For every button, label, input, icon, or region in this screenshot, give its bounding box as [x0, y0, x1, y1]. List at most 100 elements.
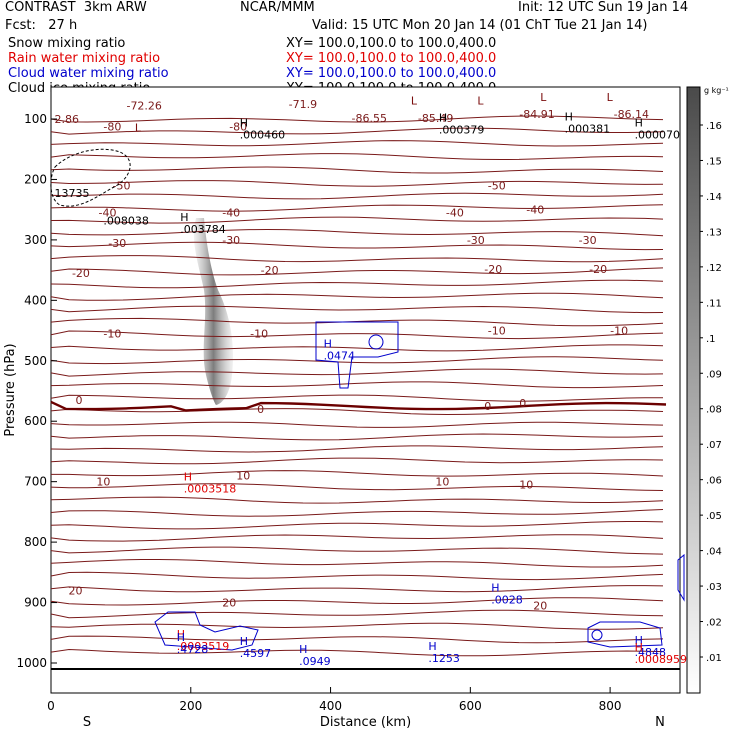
isotherm-label: -30 [579, 234, 597, 247]
extremum-value: .0008959 [635, 653, 688, 666]
colorbar-tick-label: .1 [706, 334, 716, 345]
x-axis-label: Distance (km) [320, 715, 411, 730]
isotherm [50, 445, 664, 453]
isotherm [50, 534, 664, 542]
isotherm [50, 292, 664, 301]
extremum-value: .0474 [324, 350, 356, 363]
isotherm [50, 180, 664, 187]
x-tick-label: 800 [599, 699, 622, 713]
extremum-mark: L [607, 91, 614, 104]
isotherm [50, 115, 664, 123]
extremum-value: .000381 [565, 122, 611, 135]
y-tick-label: 600 [24, 414, 47, 428]
colorbar-tick-label: .12 [706, 263, 722, 274]
y-tick-label: 300 [24, 233, 47, 247]
isotherm [50, 648, 664, 657]
extremum-value: .000070 [635, 129, 681, 142]
isotherm-label: -40 [446, 207, 464, 220]
cloud-water-contour [315, 321, 399, 389]
isotherm [50, 305, 664, 314]
isotherm-label: 0 [257, 403, 264, 416]
isotherm [50, 279, 664, 289]
extremum-mark: H [177, 631, 185, 644]
plot-frame [50, 86, 681, 694]
extremum-value: .1253 [428, 652, 460, 665]
isotherm-label: -72.26 [126, 100, 161, 113]
cloud-ice-shading [193, 218, 234, 405]
snow-contour [50, 148, 131, 207]
isotherm-label: -40 [222, 207, 240, 220]
extremum-mark: L [411, 95, 418, 108]
isotherm-label: 0 [75, 394, 82, 407]
valid-time: Valid: 15 UTC Mon 20 Jan 14 (01 ChT Tue … [312, 18, 648, 33]
isotherm [50, 192, 664, 200]
isotherm [50, 635, 664, 644]
forecast-hour: Fcst: 27 h [5, 18, 78, 33]
isotherm [50, 330, 664, 340]
y-tick-label: 700 [24, 475, 47, 489]
field-snow: Snow mixing ratio [8, 36, 126, 51]
y-tick-label: 1000 [16, 656, 47, 670]
x-tick-label: 600 [459, 699, 482, 713]
isotherm-label: -40 [526, 204, 544, 217]
extremum-value: .000460 [240, 129, 286, 142]
isotherm [50, 153, 664, 161]
isotherm-label: -20 [589, 263, 607, 276]
isotherm [50, 255, 664, 263]
extremum-value: .003784 [180, 223, 226, 236]
extremum-value: .4848 [635, 646, 667, 659]
extremum-value: .0003519 [177, 640, 230, 653]
isotherm [50, 267, 664, 276]
x-tick-label: 200 [179, 699, 202, 713]
isotherm [50, 597, 664, 606]
isotherm [50, 127, 664, 135]
isotherm-label: 0 [519, 397, 526, 410]
isotherm-label: 0 [484, 400, 491, 413]
isotherm [50, 559, 664, 568]
y-tick-label: 400 [24, 293, 47, 307]
isotherm-label: -30 [222, 234, 240, 247]
north-label: N [655, 715, 665, 730]
isotherm [50, 483, 664, 491]
init-time: Init: 12 UTC Sun 19 Jan 14 [518, 0, 689, 15]
colorbar-tick-label: .06 [706, 476, 722, 487]
extremum-mark: H [184, 471, 192, 484]
isotherm [50, 140, 664, 147]
field-rain: Rain water mixing ratio [8, 51, 161, 66]
isotherm-label: -10 [103, 328, 121, 341]
isotherm-label: -80 [103, 120, 121, 133]
y-tick-label: 200 [24, 172, 47, 186]
y-tick-label: 100 [24, 112, 47, 126]
extremum-mark: H [635, 117, 643, 130]
isotherm-label: 20 [222, 597, 236, 610]
south-label: S [83, 715, 91, 730]
extremum-mark: H [439, 112, 447, 125]
isotherm [50, 496, 664, 504]
extremum-value: .0949 [299, 655, 331, 668]
colorbar-tick-label: .04 [706, 547, 722, 558]
y-tick-label: 800 [24, 535, 47, 549]
colorbar-tick-label: .14 [706, 192, 722, 203]
isotherm-label: 10 [435, 476, 449, 489]
colorbar-unit: g kg⁻¹ [704, 86, 729, 95]
extremum-mark: H [180, 211, 188, 224]
extremum-mark: L [477, 95, 484, 108]
isotherm-label: 20 [533, 600, 547, 613]
extremum-mark: H [240, 117, 248, 130]
isotherm [50, 521, 664, 530]
isotherm [50, 241, 664, 251]
extremum-value: .008038 [103, 214, 148, 227]
extremum-mark: H [428, 640, 436, 653]
isotherm [50, 421, 664, 428]
isotherm-label: -84.91 [519, 108, 554, 121]
field-cloud-water: Cloud water mixing ratio [8, 66, 169, 81]
colorbar-tick-label: .01 [706, 653, 722, 664]
colorbar-tick-label: .02 [706, 618, 722, 629]
cloud-water-contour [368, 334, 384, 350]
extremum-mark: H [177, 628, 185, 641]
isotherm-label: -86.55 [352, 112, 387, 125]
isotherm [50, 622, 664, 630]
isotherm [50, 356, 664, 365]
extremum-mark: H [565, 110, 573, 123]
colorbar-tick-label: .09 [706, 369, 722, 380]
